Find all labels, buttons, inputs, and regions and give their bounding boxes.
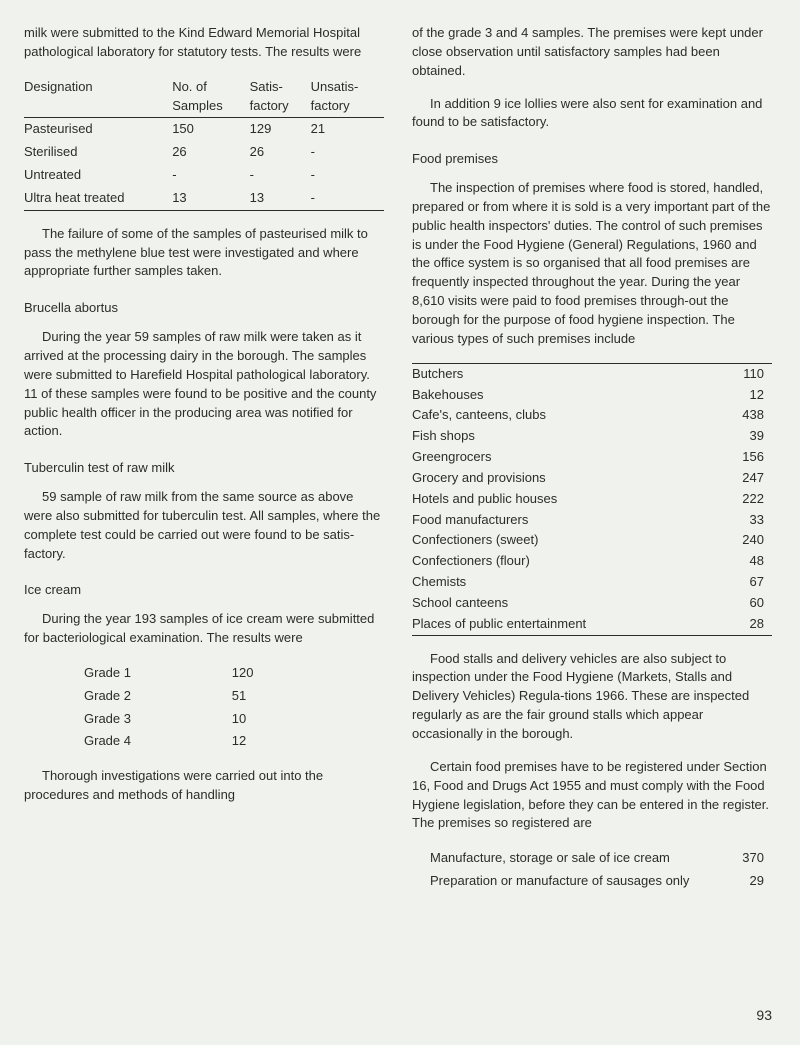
icecream-paragraph: During the year 193 samples of ice cream… [24, 610, 384, 648]
failure-paragraph: The failure of some of the samples of pa… [24, 225, 384, 282]
cell: 438 [720, 405, 772, 426]
premises-table: Butchers110 Bakehouses12 Cafe's, canteen… [412, 363, 772, 636]
cell: - [172, 164, 249, 187]
cell: 10 [232, 708, 300, 731]
cell: 33 [720, 510, 772, 531]
cell: Chemists [412, 572, 720, 593]
cell: Places of public entertainment [412, 614, 720, 635]
cell: 156 [720, 447, 772, 468]
intro-paragraph: milk were submitted to the Kind Edward M… [24, 24, 384, 62]
cell: 222 [720, 489, 772, 510]
cell: Fish shops [412, 426, 720, 447]
cell: Greengrocers [412, 447, 720, 468]
cell: 12 [232, 730, 300, 753]
cell: Grade 1 [84, 662, 232, 685]
col-unsatisfactory: Unsatis-factory [311, 76, 384, 118]
col-satisfactory: Satis-factory [250, 76, 311, 118]
grade34-paragraph: of the grade 3 and 4 samples. The premis… [412, 24, 772, 81]
lollies-paragraph: In addition 9 ice lollies were also sent… [412, 95, 772, 133]
cell: 29 [737, 870, 772, 893]
cell: 120 [232, 662, 300, 685]
cell: 13 [250, 187, 311, 210]
cell: Untreated [24, 164, 172, 187]
cell: Butchers [412, 363, 720, 384]
tuberculin-paragraph: 59 sample of raw milk from the same sour… [24, 488, 384, 563]
cell: 26 [250, 141, 311, 164]
cell: 51 [232, 685, 300, 708]
cell: Grocery and provisions [412, 468, 720, 489]
cell: 67 [720, 572, 772, 593]
brucella-paragraph: During the year 59 samples of raw milk w… [24, 328, 384, 441]
icecream-heading: Ice cream [24, 581, 384, 600]
cell: 129 [250, 118, 311, 141]
cell: Cafe's, canteens, clubs [412, 405, 720, 426]
cell: 247 [720, 468, 772, 489]
cell: 48 [720, 551, 772, 572]
cell: - [311, 164, 384, 187]
cell: 370 [737, 847, 772, 870]
cell: 60 [720, 593, 772, 614]
cell: Food manufacturers [412, 510, 720, 531]
grades-table: Grade 1120 Grade 251 Grade 310 Grade 412 [84, 662, 300, 753]
stalls-paragraph: Food stalls and delivery vehicles are al… [412, 650, 772, 744]
cell: Confectioners (flour) [412, 551, 720, 572]
cell: Confectioners (sweet) [412, 530, 720, 551]
cell: Grade 4 [84, 730, 232, 753]
cell: 21 [311, 118, 384, 141]
left-column: milk were submitted to the Kind Edward M… [24, 24, 384, 1025]
cell: - [250, 164, 311, 187]
milk-samples-table: Designation No. ofSamples Satis-factory … [24, 76, 384, 211]
cell: Grade 3 [84, 708, 232, 731]
inspection-paragraph: The inspection of premises where food is… [412, 179, 772, 349]
cell: Pasteurised [24, 118, 172, 141]
cell: Preparation or manufacture of sausages o… [412, 870, 737, 893]
cell: Ultra heat treated [24, 187, 172, 210]
cell: Sterilised [24, 141, 172, 164]
registered-paragraph: Certain food premises have to be registe… [412, 758, 772, 833]
col-designation: Designation [24, 76, 172, 118]
cell: 13 [172, 187, 249, 210]
cell: 26 [172, 141, 249, 164]
cell: Manufacture, storage or sale of ice crea… [412, 847, 737, 870]
cell: School canteens [412, 593, 720, 614]
tuberculin-heading: Tuberculin test of raw milk [24, 459, 384, 478]
cell: - [311, 141, 384, 164]
cell: 12 [720, 385, 772, 406]
cell: 39 [720, 426, 772, 447]
cell: Hotels and public houses [412, 489, 720, 510]
cell: 150 [172, 118, 249, 141]
registered-table: Manufacture, storage or sale of ice crea… [412, 847, 772, 893]
thorough-paragraph: Thorough investigations were carried out… [24, 767, 384, 805]
cell: - [311, 187, 384, 210]
cell: 110 [720, 363, 772, 384]
cell: Grade 2 [84, 685, 232, 708]
col-samples: No. ofSamples [172, 76, 249, 118]
food-premises-heading: Food premises [412, 150, 772, 169]
cell: 240 [720, 530, 772, 551]
cell: 28 [720, 614, 772, 635]
brucella-heading: Brucella abortus [24, 299, 384, 318]
cell: Bakehouses [412, 385, 720, 406]
right-column: of the grade 3 and 4 samples. The premis… [412, 24, 772, 1025]
page-number: 93 [412, 1005, 772, 1025]
